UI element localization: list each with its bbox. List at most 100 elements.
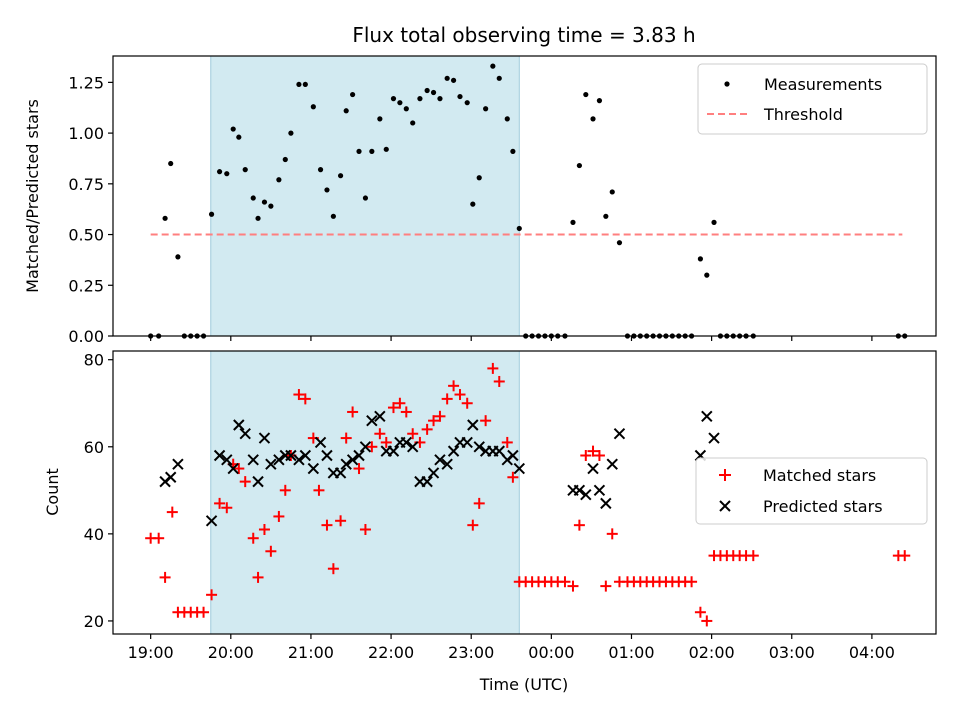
measurement-point <box>324 187 330 193</box>
predicted-star-point <box>387 445 400 457</box>
measurement-point <box>711 219 717 225</box>
matched-star-point <box>265 545 277 557</box>
matched-star-point <box>454 389 466 401</box>
measurement-point <box>483 106 489 112</box>
predicted-star-point <box>205 515 218 527</box>
measurement-point <box>216 169 223 175</box>
measurement-point <box>510 148 516 154</box>
measurement-point <box>430 89 437 96</box>
predicted-star-point <box>573 484 586 497</box>
legend-matched-label: Matched stars <box>763 466 876 485</box>
matched-star-point <box>221 502 233 514</box>
legend-measurements-label: Measurements <box>764 75 882 94</box>
predicted-star-point <box>507 449 519 462</box>
predicted-star-point <box>340 458 352 470</box>
matched-star-point <box>353 463 365 475</box>
measurement-point <box>590 116 596 122</box>
measurement-point <box>704 272 710 278</box>
measurement-point <box>208 211 215 217</box>
predicted-star-point <box>587 462 599 475</box>
bottom-legend-box <box>695 457 928 525</box>
matched-star-point <box>159 571 171 583</box>
matched-star-point <box>573 519 585 531</box>
measurement-point <box>437 96 443 102</box>
legend-predicted-label: Predicted stars <box>763 497 883 516</box>
predicted-star-point <box>299 449 312 462</box>
matched-star-point <box>480 415 492 427</box>
bottom-ytick-label: 20 <box>84 612 104 631</box>
matched-star-point <box>899 550 911 562</box>
matched-star-point <box>501 436 513 448</box>
matched-star-point <box>233 463 245 475</box>
measurement-point <box>516 225 522 232</box>
measurement-point <box>330 213 336 219</box>
matched-star-point <box>747 550 759 562</box>
x-tick-label: 23:00 <box>448 643 494 662</box>
x-tick-label: 04:00 <box>849 643 895 662</box>
bottom-y-axis-label: Count <box>43 468 62 516</box>
measurement-point <box>250 195 256 201</box>
measurement-point <box>168 160 174 167</box>
legend-threshold-label: Threshold <box>763 105 843 124</box>
predicted-star-point <box>252 475 264 488</box>
matched-star-point <box>359 524 371 536</box>
measurement-point <box>362 195 369 201</box>
matched-star-point <box>559 576 571 588</box>
predicted-star-point <box>247 454 259 466</box>
matched-star-point <box>493 375 505 387</box>
matched-star-point <box>273 510 285 522</box>
matched-star-point <box>606 528 618 540</box>
matched-star-point <box>347 406 359 418</box>
matched-star-point <box>258 524 270 536</box>
predicted-star-point <box>265 458 277 470</box>
matched-star-point <box>407 428 419 440</box>
predicted-star-point <box>580 488 592 501</box>
measurement-point <box>261 199 268 205</box>
x-tick-label: 02:00 <box>689 643 735 662</box>
predicted-star-point <box>421 475 433 488</box>
predicted-star-point <box>374 410 386 423</box>
measurement-point <box>230 126 236 132</box>
predicted-star-point <box>366 414 378 427</box>
x-tick-label: 00:00 <box>528 643 574 662</box>
matched-star-point <box>580 449 592 461</box>
matched-star-point <box>214 497 226 509</box>
matched-star-point <box>421 423 433 435</box>
matched-star-point <box>340 432 352 444</box>
predicted-star-point <box>307 462 320 475</box>
measurement-point <box>450 77 457 83</box>
matched-star-point <box>299 393 311 405</box>
predicted-star-point <box>473 441 485 453</box>
legend-predicted-marker <box>719 500 731 512</box>
measurement-point <box>417 96 423 102</box>
top-legend-box <box>697 63 928 135</box>
legend-matched-marker <box>719 469 731 481</box>
measurement-point <box>616 240 623 246</box>
measurement-point <box>457 93 463 100</box>
predicted-star-point <box>400 436 413 449</box>
matched-star-point <box>701 615 713 627</box>
predicted-star-point <box>447 445 460 457</box>
measurement-point <box>596 98 603 104</box>
predicted-star-point <box>321 449 333 462</box>
measurement-point <box>350 91 356 98</box>
measurement-point <box>697 256 703 262</box>
bottom-ytick-label: 60 <box>84 438 104 457</box>
top-y-axis-label: Matched/Predicted stars <box>23 99 42 293</box>
measurement-point <box>603 213 609 219</box>
top-ytick-label: 0.25 <box>68 276 104 295</box>
measurement-point <box>162 215 168 221</box>
measurement-point <box>255 215 261 221</box>
bottom-shaded-region <box>210 350 520 635</box>
matched-star-point <box>206 589 218 601</box>
predicted-star-point <box>613 428 626 440</box>
predicted-star-point <box>227 462 239 475</box>
measurement-point <box>444 75 450 81</box>
matched-star-point <box>239 476 251 488</box>
bottom-ytick-label: 80 <box>84 351 104 370</box>
matched-star-point <box>694 606 706 618</box>
top-axes-frame <box>112 55 937 337</box>
x-tick-label: 19:00 <box>128 643 174 662</box>
measurement-point <box>583 91 589 98</box>
